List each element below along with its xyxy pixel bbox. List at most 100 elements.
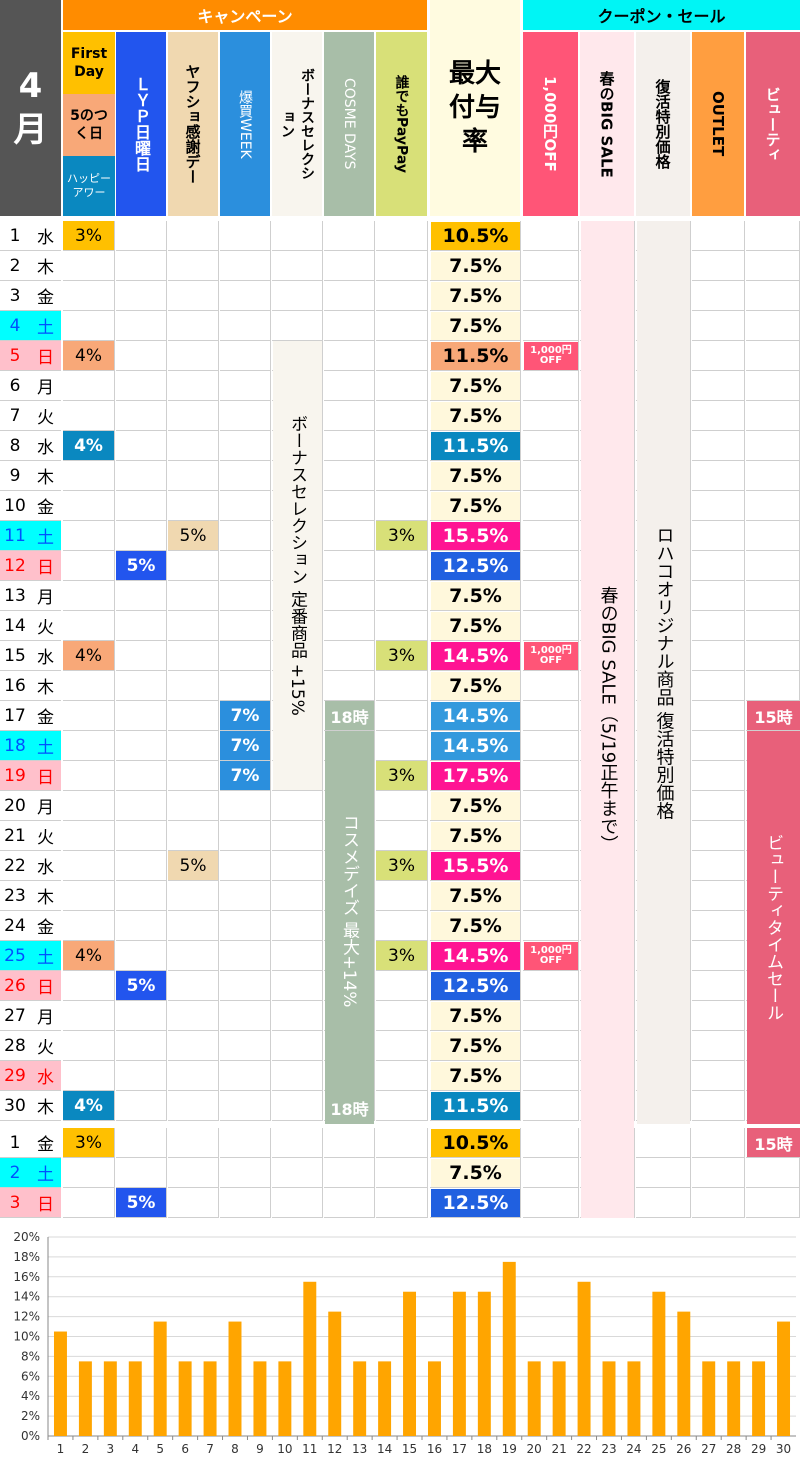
table-cell	[692, 581, 745, 611]
table-cell	[116, 1061, 167, 1091]
table-cell	[168, 431, 219, 461]
table-cell	[272, 1091, 323, 1121]
first-day-rate: 4%	[63, 1091, 114, 1120]
table-cell	[63, 401, 115, 431]
col-happy-hour: ハッピーアワー	[63, 156, 115, 216]
x-tick-label: 15	[402, 1442, 417, 1456]
table-cell	[430, 371, 521, 401]
table-cell	[692, 341, 745, 371]
table-cell	[63, 911, 115, 941]
table-cell	[523, 911, 579, 941]
table-cell	[523, 1061, 579, 1091]
x-tick-label: 1	[57, 1442, 65, 1456]
y-tick-label: 16%	[13, 1270, 40, 1284]
table-cell	[168, 701, 219, 731]
max-rate-value: 7.5%	[431, 912, 520, 940]
x-tick-label: 10	[277, 1442, 292, 1456]
table-cell	[220, 1188, 271, 1218]
yafusho-rate: 5%	[168, 851, 218, 880]
table-cell	[523, 1091, 579, 1121]
weekday-label: 日	[30, 341, 61, 370]
weekday-label: 火	[30, 401, 61, 430]
table-cell	[376, 371, 428, 401]
table-cell	[746, 1188, 800, 1218]
table-cell	[636, 1188, 691, 1218]
table-cell	[376, 251, 428, 281]
table-cell	[220, 581, 271, 611]
day-number: 16	[0, 671, 30, 700]
day-number: 18	[0, 731, 30, 760]
chart-bar	[153, 1321, 167, 1436]
day-number: 1	[0, 221, 30, 250]
coupon-line2: OFF	[539, 955, 563, 966]
chart-bar	[727, 1361, 741, 1436]
daredemo-rate: 3%	[376, 641, 427, 670]
y-tick-label: 10%	[13, 1330, 40, 1344]
table-cell	[63, 731, 115, 761]
table-cell	[324, 551, 375, 581]
weekday-label: 日	[30, 1188, 61, 1217]
day-number: 22	[0, 851, 30, 880]
table-cell	[272, 1188, 323, 1218]
yafusho-rate: 5%	[168, 521, 218, 550]
table-cell	[220, 1128, 271, 1158]
table-cell	[523, 671, 579, 701]
daredemo-rate: 3%	[376, 941, 427, 970]
table-cell	[692, 1001, 745, 1031]
table-cell	[220, 431, 271, 461]
chart-bar	[353, 1361, 367, 1436]
max-rate-value: 7.5%	[431, 402, 520, 430]
table-cell	[116, 821, 167, 851]
coupon-1000-off-badge: 1,000円 OFF	[524, 642, 578, 670]
revival-price-band-label: ロハコオリジナル商品 復活特別価格	[653, 525, 675, 820]
table-cell	[63, 1188, 115, 1218]
max-rate-value: 7.5%	[431, 252, 520, 280]
table-cell	[116, 611, 167, 641]
table-cell	[220, 341, 271, 371]
table-cell	[168, 911, 219, 941]
table-cell	[116, 1128, 167, 1158]
table-cell	[220, 251, 271, 281]
max-rate-value: 15.5%	[431, 852, 520, 880]
table-cell	[523, 1031, 579, 1061]
x-tick-label: 30	[776, 1442, 791, 1456]
table-cell	[324, 1158, 375, 1188]
max-rate-value: 7.5%	[431, 462, 520, 490]
table-cell	[523, 1158, 579, 1188]
table-cell	[430, 1128, 521, 1158]
col-beauty: ビューティ	[746, 32, 800, 216]
max-rate-value: 11.5%	[431, 342, 520, 370]
table-cell	[168, 491, 219, 521]
weekday-label: 月	[30, 371, 61, 400]
table-cell	[523, 551, 579, 581]
bonus-selection-band-label: ボーナスセレクション 定番商品 +15%	[287, 415, 307, 716]
table-cell	[220, 1061, 271, 1091]
table-cell	[220, 731, 271, 761]
max-rate-value: 7.5%	[431, 1032, 520, 1060]
table-cell	[168, 461, 219, 491]
weekday-label: 金	[30, 701, 61, 730]
col-max-rate-label: 最大付与率	[448, 59, 501, 157]
table-cell	[220, 881, 271, 911]
table-cell	[430, 401, 521, 431]
col-first-day: First Day	[63, 32, 115, 94]
table-cell	[168, 341, 219, 371]
table-cell	[116, 1158, 167, 1188]
table-cell	[116, 311, 167, 341]
table-cell	[692, 431, 745, 461]
table-cell	[746, 611, 800, 641]
chart-bar	[552, 1361, 566, 1436]
table-cell	[692, 461, 745, 491]
weekday-label: 土	[30, 521, 61, 550]
col-cosme-label: COSME DAYS	[341, 78, 357, 170]
table-cell	[430, 791, 521, 821]
coupon-line2: OFF	[539, 355, 563, 366]
table-cell	[746, 491, 800, 521]
table-cell	[116, 851, 167, 881]
table-cell	[220, 1031, 271, 1061]
table-cell	[376, 701, 428, 731]
max-rate-value: 12.5%	[431, 972, 520, 1000]
coupon-line1: 1,000円	[530, 945, 572, 956]
table-cell	[116, 221, 167, 251]
table-cell	[692, 611, 745, 641]
